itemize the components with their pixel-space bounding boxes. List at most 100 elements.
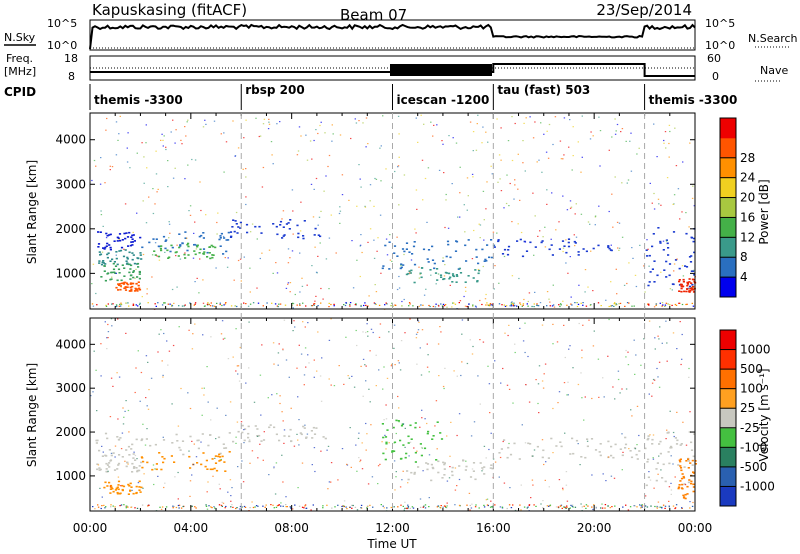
data-cell [689, 287, 692, 290]
ground-cell [658, 506, 660, 508]
speckle-cell [156, 191, 158, 193]
speckle-cell [379, 463, 381, 465]
speckle-cell [545, 461, 547, 463]
data-cell [385, 442, 388, 445]
data-cell [127, 483, 130, 486]
speckle-cell [268, 123, 271, 125]
speckle-cell [261, 186, 264, 188]
speckle-cell [93, 159, 96, 162]
data-cell [182, 453, 185, 456]
speckle-cell [160, 329, 162, 331]
speckle-cell [105, 129, 107, 131]
speckle-cell [599, 165, 601, 167]
speckle-cell [487, 141, 489, 143]
data-cell [658, 443, 661, 445]
speckle-cell [356, 205, 358, 207]
speckle-cell [459, 216, 461, 218]
speckle-cell [552, 323, 554, 325]
data-cell [117, 283, 120, 285]
speckle-cell [109, 169, 111, 171]
data-cell [598, 451, 601, 453]
data-cell [113, 271, 116, 274]
speckle-cell [289, 257, 291, 259]
data-cell [276, 233, 279, 236]
speckle-cell [580, 372, 582, 374]
speckle-cell [245, 168, 247, 170]
data-cell [109, 278, 112, 281]
ground-cell [566, 505, 568, 507]
speckle-cell [348, 199, 350, 201]
speckle-cell [426, 221, 428, 223]
data-cell [131, 443, 134, 446]
data-cell [273, 426, 276, 429]
speckle-cell [120, 448, 123, 450]
data-cell [649, 271, 652, 273]
speckle-cell [324, 132, 326, 134]
speckle-cell [682, 421, 684, 423]
data-cell [98, 251, 101, 253]
speckle-cell [415, 232, 417, 234]
ground-cell [546, 305, 548, 307]
data-cell [260, 440, 263, 442]
speckle-cell [465, 460, 467, 462]
speckle-cell [651, 395, 653, 397]
ground-cell [262, 505, 264, 507]
data-cell [205, 459, 208, 462]
data-cell [113, 261, 116, 263]
speckle-cell [437, 343, 440, 345]
ground-cell [178, 305, 180, 307]
data-cell [691, 459, 694, 462]
speckle-cell [552, 343, 554, 345]
speckle-cell [369, 350, 371, 352]
speckle-cell [615, 268, 617, 270]
data-cell [442, 461, 445, 464]
data-cell [131, 252, 134, 254]
data-cell [483, 260, 486, 262]
speckle-cell [370, 328, 373, 330]
speckle-cell [517, 153, 519, 155]
data-cell [166, 249, 169, 252]
data-cell [146, 461, 149, 464]
speckle-cell [527, 355, 529, 358]
ground-cell [216, 302, 218, 304]
speckle-cell [598, 396, 600, 398]
speckle-cell [588, 319, 590, 321]
speckle-cell [455, 142, 458, 144]
speckle-cell [139, 400, 141, 402]
speckle-cell [181, 143, 183, 145]
speckle-cell [236, 421, 239, 423]
speckle-cell [161, 360, 163, 362]
speckle-cell [446, 505, 448, 507]
data-cell [500, 448, 503, 450]
ground-cell [674, 507, 677, 509]
speckle-cell [671, 289, 673, 291]
data-cell [391, 451, 394, 453]
speckle-cell [461, 361, 463, 363]
data-cell [186, 249, 189, 252]
data-cell [311, 437, 314, 439]
speckle-cell [692, 185, 694, 187]
speckle-cell [375, 385, 377, 387]
speckle-cell [602, 473, 604, 475]
station-title: Kapuskasing (fitACF) [92, 1, 247, 19]
data-cell [443, 474, 446, 476]
speckle-cell [191, 158, 193, 161]
data-cell [98, 469, 101, 471]
speckle-cell [546, 130, 548, 132]
data-cell [503, 439, 506, 441]
speckle-cell [202, 279, 204, 281]
speckle-cell [176, 244, 178, 246]
speckle-cell [424, 177, 427, 180]
speckle-cell [381, 441, 383, 443]
speckle-cell [235, 328, 237, 330]
ground-cell [91, 303, 94, 305]
speckle-cell [672, 431, 675, 434]
speckle-cell [563, 382, 566, 384]
data-cell [433, 262, 436, 265]
data-cell [116, 263, 119, 266]
ground-cell [180, 507, 183, 509]
speckle-cell [378, 369, 380, 371]
noise-panel: N.Sky 10^5 10^0 10^5 10^0 N.Search [4, 17, 798, 52]
ground-cell [120, 504, 123, 506]
data-cell [112, 262, 115, 265]
